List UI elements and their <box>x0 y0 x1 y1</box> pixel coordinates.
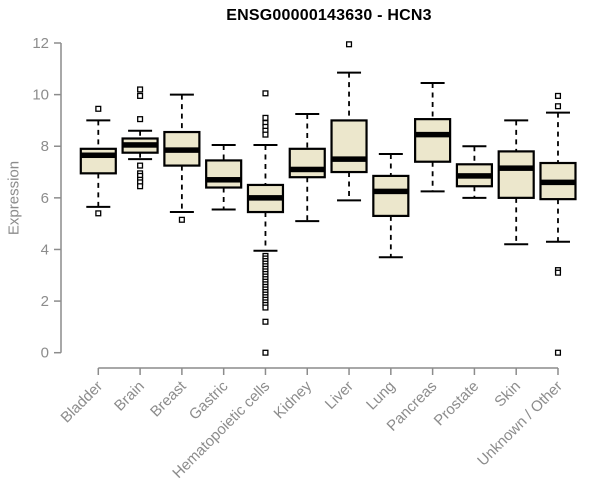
outlier-point <box>137 86 144 93</box>
outlier-point <box>262 318 269 325</box>
iqr-box <box>414 118 452 163</box>
boxplot-bladder <box>79 105 117 217</box>
outlier-point <box>137 116 144 123</box>
outlier-point <box>137 162 144 169</box>
iqr-box <box>288 147 326 179</box>
y-tick-label: 6 <box>41 190 49 207</box>
outlier-point <box>262 349 269 356</box>
outlier-point <box>554 103 562 110</box>
boxplot-prostate <box>455 145 494 199</box>
iqr-box <box>372 174 410 218</box>
median-line <box>331 156 367 162</box>
median-line <box>498 165 534 171</box>
iqr-box <box>497 150 535 199</box>
x-tick-label: Skin <box>491 378 524 411</box>
x-tick-label: Kidney <box>271 377 316 422</box>
outlier-point <box>137 92 144 99</box>
x-tick-label: Lung <box>363 378 399 414</box>
boxplot-lung <box>372 152 410 259</box>
median-line <box>456 173 492 179</box>
boxplot-kidney <box>288 112 326 223</box>
outlier-point <box>554 269 562 276</box>
y-tick-label: 2 <box>41 293 49 310</box>
boxplot-pancreas <box>414 82 452 193</box>
outlier-point <box>178 216 185 223</box>
x-tick-label: Brain <box>111 378 148 415</box>
median-line <box>540 179 576 186</box>
x-tick-label: Liver <box>322 378 357 413</box>
boxplot-skin <box>497 119 535 246</box>
median-line <box>206 177 242 183</box>
y-tick-label: 12 <box>32 35 49 52</box>
iqr-box <box>330 119 368 174</box>
y-tick-label: 4 <box>41 241 49 258</box>
boxplot-gastric <box>205 143 243 211</box>
median-line <box>80 152 116 159</box>
median-line <box>415 131 451 138</box>
median-line <box>289 166 325 173</box>
median-line <box>373 188 409 195</box>
x-tick-label: Bladder <box>58 378 107 427</box>
y-tick-label: 0 <box>41 345 49 362</box>
iqr-box <box>205 159 243 189</box>
median-line <box>247 195 283 201</box>
boxplot-liver <box>330 41 368 202</box>
x-tick-label: Prostate <box>431 378 483 430</box>
outlier-point <box>554 349 562 356</box>
median-line <box>164 147 200 153</box>
y-tick-label: 10 <box>32 87 49 104</box>
outlier-point <box>554 92 562 99</box>
outlier-point <box>95 105 102 112</box>
outlier-point <box>345 41 353 48</box>
boxplot-unknown-other <box>539 92 577 356</box>
outlier-point <box>262 131 269 138</box>
median-line <box>122 142 158 148</box>
iqr-box <box>79 147 117 175</box>
outlier-point <box>262 90 269 97</box>
outlier-point <box>262 304 269 311</box>
x-tick-label: Breast <box>147 377 190 420</box>
outlier-point <box>95 210 102 217</box>
boxplot-hematopoietic-cells <box>246 90 285 356</box>
boxplot-breast <box>163 93 201 223</box>
boxplot-brain <box>121 86 159 190</box>
chart-title: ENSG00000143630 - HCN3 <box>226 7 432 24</box>
outlier-point <box>137 183 144 190</box>
outlier-point <box>262 114 269 121</box>
y-tick-label: 8 <box>41 138 49 155</box>
